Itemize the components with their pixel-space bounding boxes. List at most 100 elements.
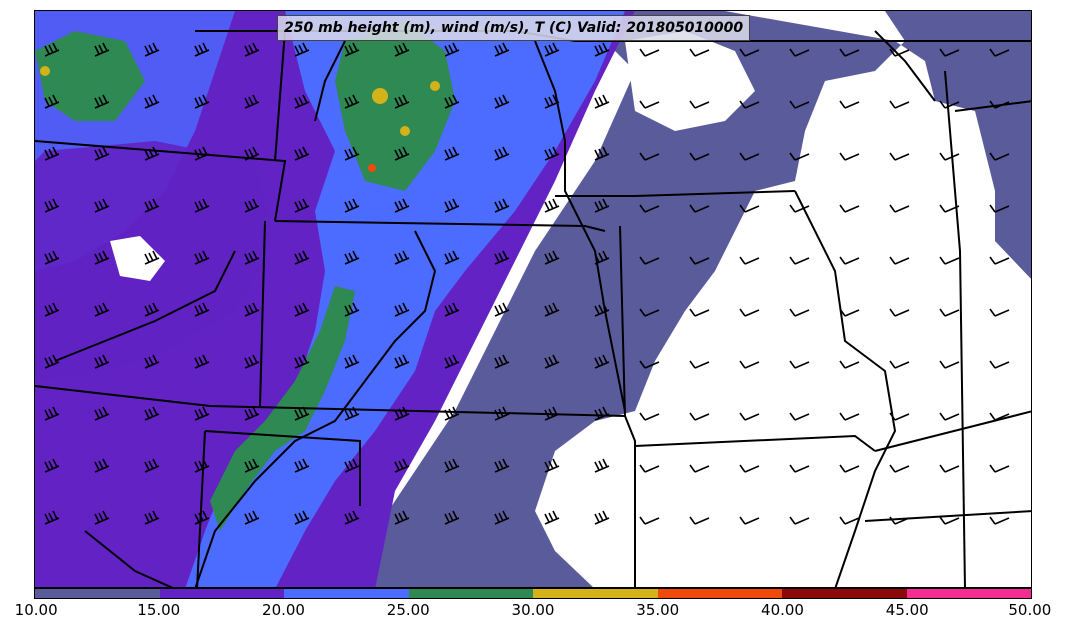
wind-barb bbox=[594, 302, 610, 317]
wind-barb bbox=[444, 94, 460, 109]
colorbar-tick-label: 35.00 bbox=[636, 601, 680, 619]
wind-barb bbox=[889, 204, 910, 213]
wind-barb bbox=[939, 100, 960, 109]
wind-barb bbox=[839, 204, 860, 213]
wind-barb bbox=[544, 198, 560, 213]
colorbar-tick-label: 25.00 bbox=[386, 601, 430, 619]
band-25-30-north bbox=[335, 21, 455, 191]
wind-barb bbox=[789, 100, 810, 109]
colorbar-segment bbox=[35, 589, 160, 598]
wind-barb bbox=[939, 308, 960, 317]
wind-barb bbox=[144, 250, 160, 265]
wind-barb bbox=[639, 204, 660, 213]
wind-barb bbox=[244, 406, 260, 421]
wind-barb bbox=[194, 302, 210, 317]
wind-barb bbox=[494, 250, 510, 265]
wind-barb bbox=[839, 360, 860, 369]
wind-barb bbox=[144, 458, 160, 473]
wind-barb bbox=[639, 100, 660, 109]
wind-barb bbox=[144, 42, 160, 57]
wind-barb bbox=[144, 510, 160, 525]
wind-barb bbox=[94, 94, 110, 109]
wind-barb bbox=[194, 510, 210, 525]
wind-barb bbox=[94, 42, 110, 57]
colorbar-segment bbox=[906, 589, 1031, 598]
state-boundaries bbox=[35, 30, 1031, 587]
boundary-line bbox=[54, 250, 236, 362]
wind-barb bbox=[739, 464, 760, 473]
colorbar-segment bbox=[284, 589, 409, 598]
boundary-line bbox=[944, 70, 966, 587]
wind-barb bbox=[889, 360, 910, 369]
wind-barb bbox=[789, 152, 810, 161]
boundary-line bbox=[84, 530, 173, 587]
wind-barb bbox=[989, 360, 1010, 369]
band-30-35-cell bbox=[400, 126, 410, 136]
wind-barb bbox=[444, 42, 460, 57]
wind-barb bbox=[544, 458, 560, 473]
wind-barb bbox=[689, 412, 710, 421]
colorbar-segment bbox=[533, 589, 658, 598]
boundary-line bbox=[204, 430, 361, 506]
wind-barb bbox=[689, 464, 710, 473]
wind-barb bbox=[394, 198, 410, 213]
wind-barb bbox=[789, 256, 810, 265]
wind-barb bbox=[494, 510, 510, 525]
wind-barb bbox=[94, 250, 110, 265]
wind-barb bbox=[739, 412, 760, 421]
wind-barb bbox=[294, 42, 310, 57]
colorbar-segment bbox=[408, 589, 533, 598]
wind-barb bbox=[144, 302, 160, 317]
wind-barb bbox=[344, 198, 360, 213]
wind-barb bbox=[544, 42, 560, 57]
wind-barb bbox=[989, 464, 1010, 473]
wind-barb bbox=[639, 308, 660, 317]
wind-barb bbox=[144, 198, 160, 213]
wind-barb bbox=[544, 250, 560, 265]
wind-barb bbox=[689, 152, 710, 161]
wind-barb bbox=[639, 152, 660, 161]
wind-barb bbox=[594, 146, 610, 161]
wind-barb bbox=[244, 250, 260, 265]
wind-barb bbox=[144, 94, 160, 109]
wind-barb bbox=[544, 510, 560, 525]
wind-barb bbox=[394, 42, 410, 57]
wind-barb bbox=[839, 412, 860, 421]
band-20-25-main bbox=[185, 11, 625, 587]
band-30-35-cell bbox=[430, 81, 440, 91]
boundary-line bbox=[274, 220, 606, 232]
wind-barb bbox=[44, 198, 60, 213]
band-30-35-cell bbox=[372, 88, 388, 104]
wind-barb bbox=[639, 412, 660, 421]
wind-barb bbox=[544, 406, 560, 421]
wind-barb bbox=[194, 198, 210, 213]
wind-barb bbox=[194, 146, 210, 161]
wind-barb bbox=[494, 42, 510, 57]
wind-barb bbox=[989, 412, 1010, 421]
wind-barb bbox=[344, 94, 360, 109]
wind-barb bbox=[44, 94, 60, 109]
wind-barb bbox=[989, 256, 1010, 265]
wind-barb bbox=[94, 354, 110, 369]
wind-barb bbox=[594, 458, 610, 473]
wind-barb bbox=[639, 516, 660, 525]
wind-barb bbox=[989, 204, 1010, 213]
wind-barb bbox=[594, 354, 610, 369]
wind-barb bbox=[494, 198, 510, 213]
wind-barb bbox=[939, 516, 960, 525]
boundary-line bbox=[874, 410, 1031, 452]
wind-barb bbox=[494, 146, 510, 161]
wind-barb bbox=[294, 458, 310, 473]
wind-barb bbox=[889, 308, 910, 317]
band-below-10-west bbox=[110, 236, 165, 281]
wind-barb bbox=[194, 458, 210, 473]
wind-barb bbox=[44, 510, 60, 525]
wind-barb bbox=[94, 302, 110, 317]
wind-barb bbox=[444, 406, 460, 421]
colorbar-segment bbox=[657, 589, 782, 598]
colorbar bbox=[34, 588, 1032, 599]
wind-barb bbox=[194, 354, 210, 369]
colorbar-tick-label: 40.00 bbox=[761, 601, 804, 619]
wind-barb bbox=[394, 250, 410, 265]
wind-barb bbox=[594, 94, 610, 109]
